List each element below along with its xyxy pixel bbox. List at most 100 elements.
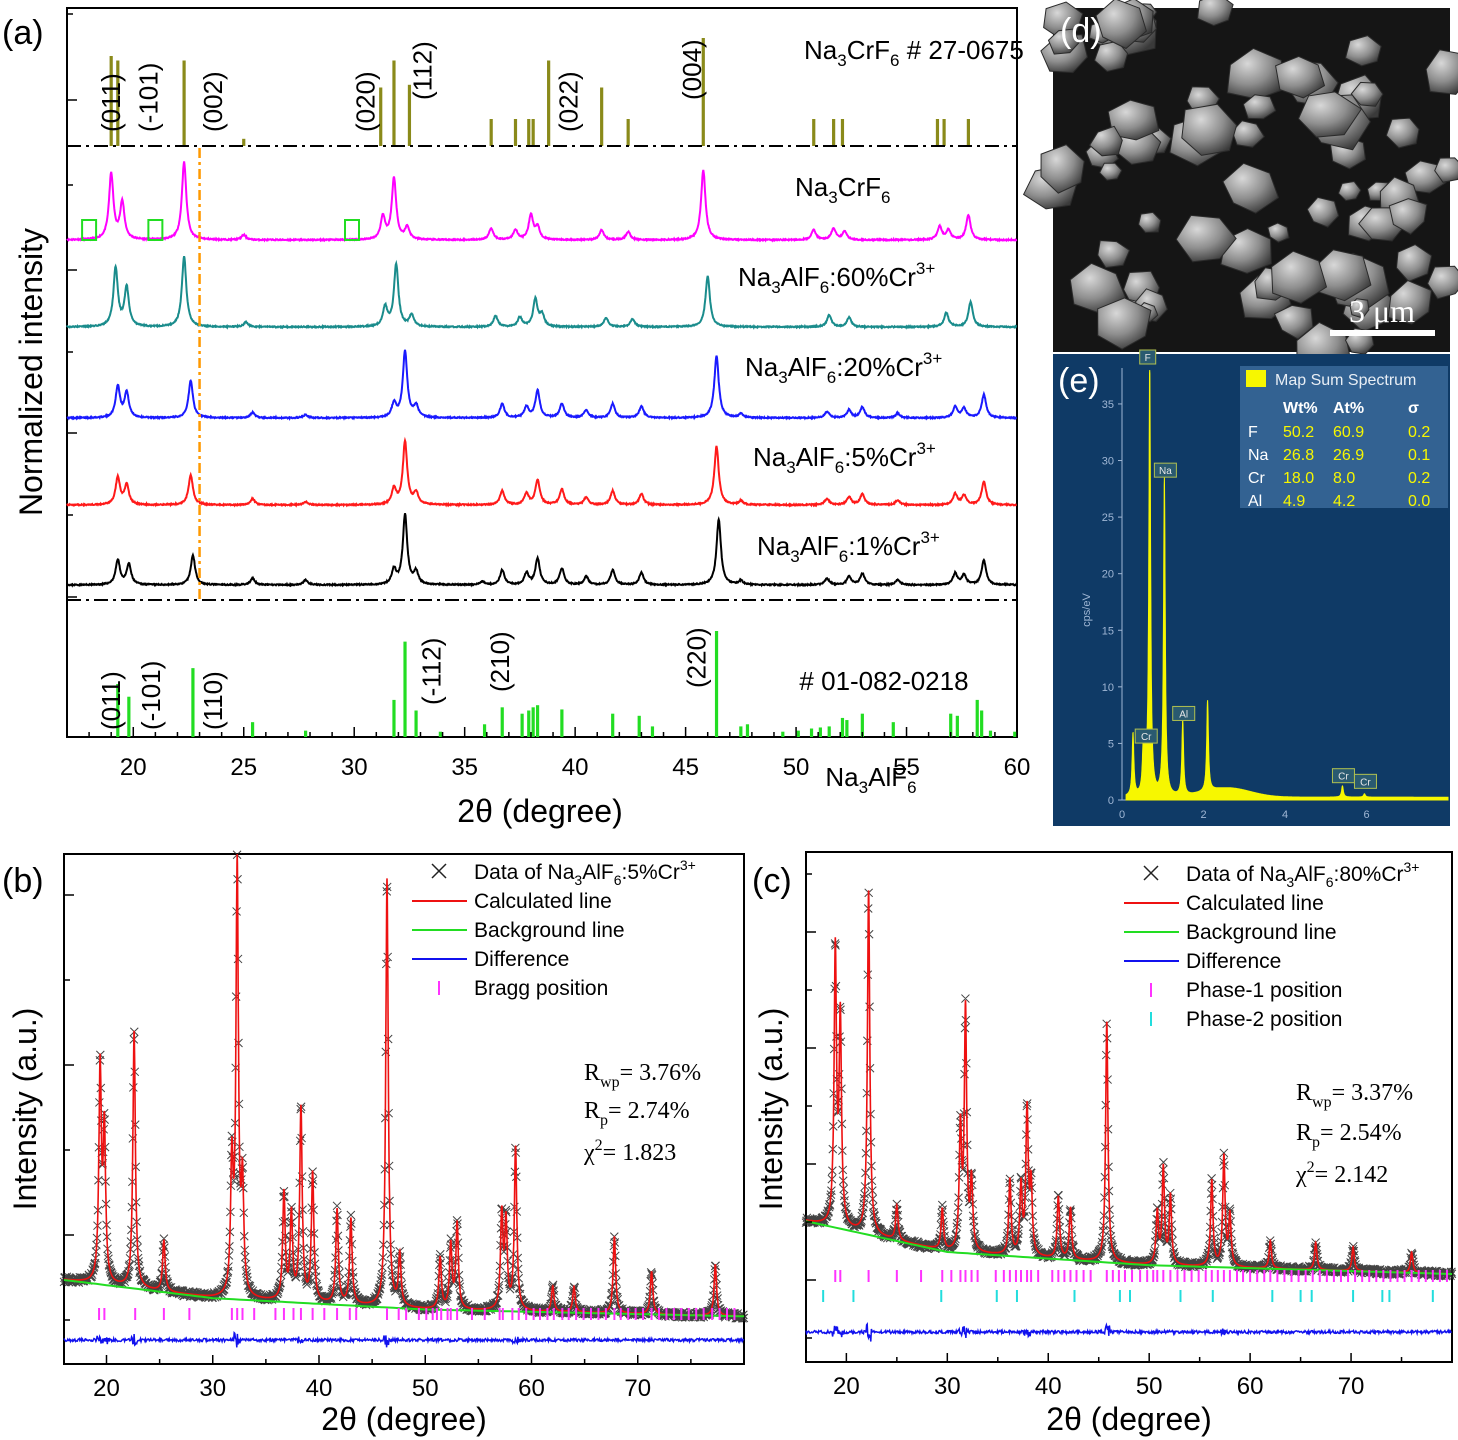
eds-plot: 0 5 10 15 20 25 30 35 0 2 4 6 cps/eV F Na Al Cr Cr Cr [1081, 349, 1449, 821]
eds-cell: 4.9 [1283, 493, 1305, 510]
sem-crystal [1387, 279, 1432, 325]
eds-peak-label: F [1145, 353, 1151, 364]
x-tick-label: 25 [230, 754, 257, 781]
sem-crystal [1097, 239, 1131, 269]
eds-y-tick-label: 30 [1102, 456, 1114, 468]
eds-row-element: F [1248, 424, 1258, 441]
eds-peak-label-box [1353, 773, 1377, 789]
hkl-label-top: (112) [408, 41, 438, 100]
panel-c-ylabel: Intensity (a.u.) [753, 1008, 789, 1211]
sem-crystals [1022, 0, 1458, 376]
panel-b-rwp: Rwp= 3.76% [584, 1060, 701, 1091]
eds-y-tick-label: 20 [1102, 569, 1114, 581]
eds-cell: 4.2 [1333, 493, 1355, 510]
x-tick-label: 40 [1035, 1373, 1062, 1400]
panel-a-ylabel: Normalized intensity [13, 228, 49, 516]
panel-b-rietveld: (b) 20 30 40 50 60 70 Data of Na3AlF6:5%Cr3+C… [2, 850, 749, 1437]
x-tick-label: 60 [1004, 754, 1031, 781]
hkl-label-top: (002) [198, 71, 228, 132]
sem-crystal [1388, 198, 1428, 235]
x-tick-label: 70 [624, 1375, 651, 1402]
calculated-line [64, 854, 744, 1317]
xrd-curve-2 [66, 349, 1017, 421]
sem-crystal [1047, 28, 1080, 55]
panel-b-rp: Rp= 2.74% [584, 1098, 690, 1129]
eds-spectrum [1125, 369, 1449, 801]
scale-bar [1330, 330, 1435, 336]
xrd-curve-3 [66, 436, 1017, 508]
panel-a-left-ticks [67, 13, 77, 598]
sem-crystal [1425, 49, 1458, 95]
sem-crystal [1181, 103, 1238, 156]
sem-crystal [1427, 265, 1458, 300]
eds-cell: 50.2 [1283, 424, 1314, 441]
sem-crystal [1099, 162, 1123, 181]
sem-crystal [1095, 0, 1147, 50]
eds-cell: 0.1 [1408, 447, 1430, 464]
eds-col-header: Wt% [1283, 400, 1318, 417]
panel-a-xrd: (a) (011) (-101) (002) (020) (112) (022) (004)… [2, 7, 1031, 829]
x-tick-label: 55 [893, 754, 920, 781]
sem-crystal [1297, 91, 1363, 138]
eds-row-element: Na [1248, 447, 1269, 464]
panel-c-xlabel: 2θ (degree) [1046, 1401, 1211, 1437]
panel-b-frame [63, 853, 745, 1365]
panel-b-plot [59, 850, 749, 1348]
panel-d-sem: (d) 3 μm [1022, 0, 1458, 376]
eds-legend-swatch [1246, 370, 1266, 387]
sem-crystal [1197, 0, 1234, 27]
hkl-label-top: (020) [350, 71, 380, 132]
sem-crystal [1271, 250, 1328, 304]
eds-y-tick-label: 15 [1102, 625, 1114, 637]
legend-label: Calculated line [1186, 892, 1324, 915]
eds-cell: 18.0 [1283, 470, 1314, 487]
legend-label: Phase-1 position [1186, 979, 1342, 1002]
sem-crystal [1107, 99, 1160, 141]
x-tick-label: 60 [1237, 1373, 1264, 1400]
x-tick-label: 30 [199, 1375, 226, 1402]
hkl-label-bottom: (220) [682, 627, 712, 688]
eds-legend-title: Map Sum Spectrum [1275, 372, 1416, 389]
sem-crystal [1242, 94, 1277, 120]
eds-peak-label-box [1153, 462, 1177, 478]
legend-symbol-data [431, 863, 447, 879]
sem-crystal [1175, 214, 1237, 263]
hkl-label-top: (011) [96, 73, 126, 132]
panel-d-label: (d) [1060, 12, 1102, 50]
scale-bar-label: 3 μm [1349, 293, 1415, 329]
eds-peak-label-box [1134, 728, 1158, 744]
series-label-0: Na3CrF6 [795, 172, 891, 207]
x-tick-label: 50 [1136, 1373, 1163, 1400]
eds-cell: 0.0 [1408, 493, 1430, 510]
difference-line [805, 1321, 1452, 1342]
panel-e-label: (e) [1058, 362, 1100, 400]
eds-y-tick-label: 0 [1108, 795, 1114, 807]
panel-c-rwp: Rwp= 3.37% [1296, 1080, 1413, 1111]
x-tick-label: 20 [120, 754, 147, 781]
panel-c-label: (c) [752, 862, 792, 900]
panel-b-xlabel: 2θ (degree) [321, 1401, 486, 1437]
x-tick-label: 50 [783, 754, 810, 781]
legend-label: Phase-2 position [1186, 1008, 1342, 1031]
panel-c-rietveld: (c) 20 30 40 50 60 70 Data of Na3AlF6:80%Cr3+… [752, 851, 1457, 1437]
legend-symbol-data [1143, 865, 1159, 881]
eds-y-tick-label: 25 [1102, 512, 1114, 524]
panel-b-chi2: χ2= 1.823 [583, 1137, 676, 1166]
legend-label: Difference [1186, 950, 1281, 973]
panel-b-label: (b) [2, 862, 44, 900]
eds-peak-label: Al [1179, 709, 1188, 720]
hkl-label-bottom: (011) [96, 671, 126, 730]
hkl-label-top: (-101) [134, 63, 164, 132]
sem-crystal [1231, 120, 1265, 148]
eds-peak-label: Cr [1360, 777, 1371, 788]
panel-c-legend: Data of Na3AlF6:80%Cr3+Calculated line Ba… [1124, 859, 1419, 1031]
x-tick-label: 30 [934, 1373, 961, 1400]
eds-y-tick-label: 10 [1102, 682, 1114, 694]
panel-a-label: (a) [2, 14, 44, 52]
hkl-label-bottom: (-101) [136, 661, 166, 730]
sem-crystal [1093, 40, 1129, 73]
legend-label: Bragg position [474, 977, 608, 1000]
x-tick-label: 35 [451, 754, 478, 781]
